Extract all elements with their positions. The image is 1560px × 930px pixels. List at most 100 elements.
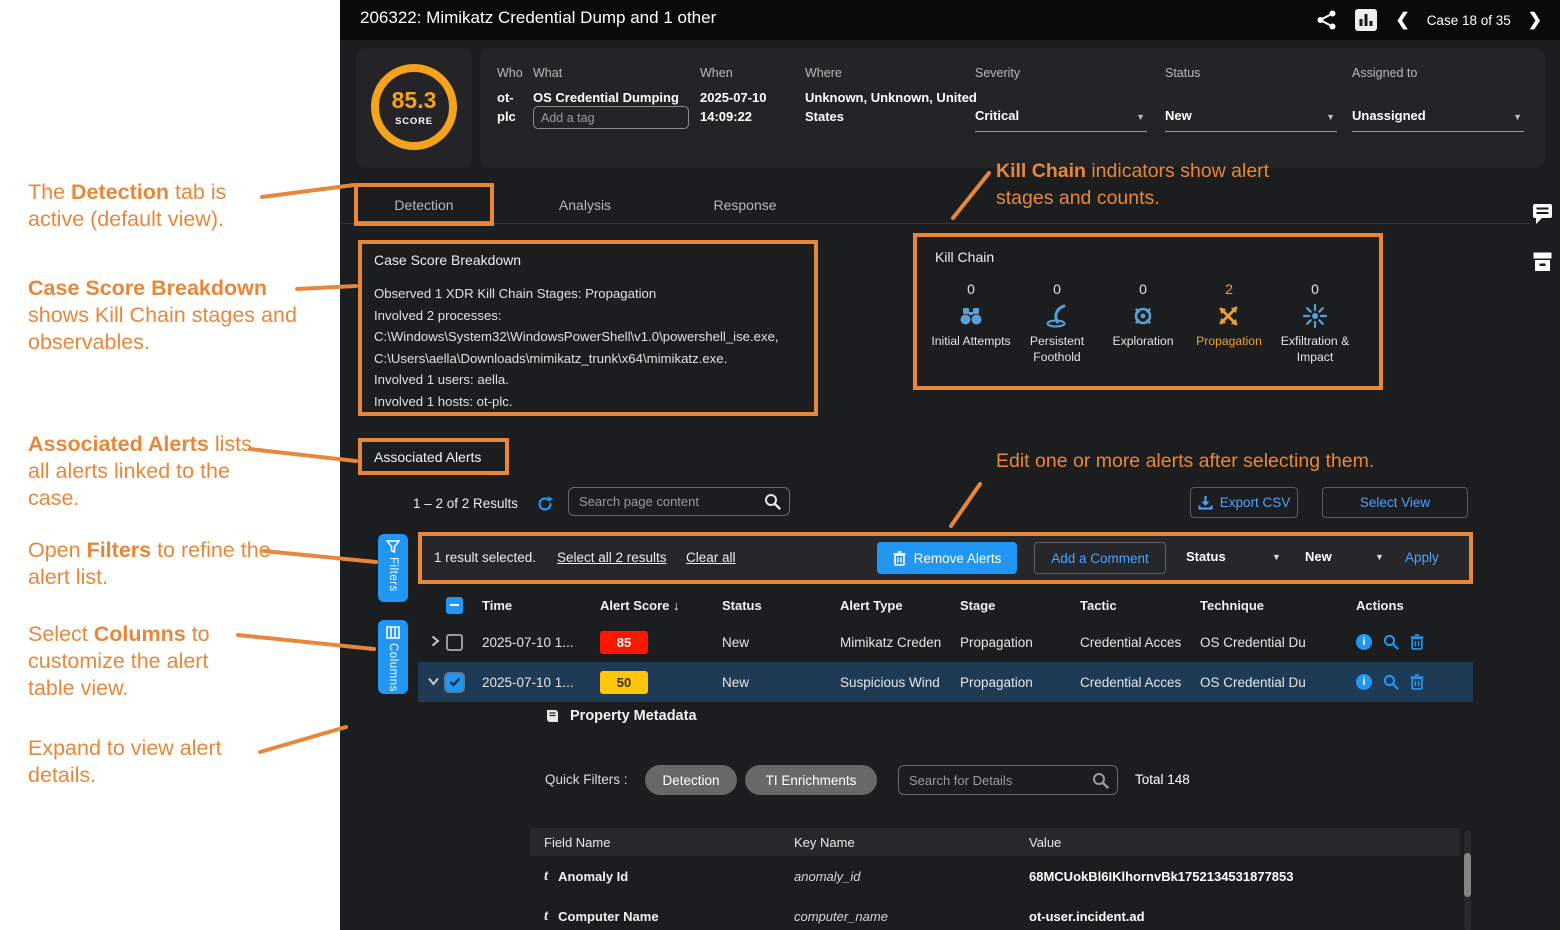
search-icon[interactable] <box>1092 772 1109 789</box>
col-tactic[interactable]: Tactic <box>1080 597 1117 613</box>
breakdown-line: Involved 2 processes: <box>374 307 502 323</box>
note-columns: Select Columns to customize the alert ta… <box>28 622 210 700</box>
alert-status: New <box>722 674 750 690</box>
metadata-row[interactable]: t Computer Name computer_name ot-user.inc… <box>544 907 1145 924</box>
col-technique[interactable]: Technique <box>1200 597 1265 613</box>
status-dropdown[interactable]: New ▼ <box>1165 106 1337 132</box>
selection-bar: 1 result selected. Select all 2 results … <box>418 532 1473 584</box>
row-checkbox[interactable] <box>446 633 463 651</box>
next-case-icon[interactable]: ❯ <box>1527 10 1542 29</box>
add-tag-input[interactable] <box>533 106 689 129</box>
select-all-checkbox[interactable] <box>446 596 463 614</box>
tab-analysis[interactable]: Analysis <box>558 197 612 213</box>
breakdown-line: C:\Windows\System32\WindowsPowerShell\v1… <box>374 329 779 344</box>
case-detail-view: 206322: Mimikatz Credential Dump and 1 o… <box>340 0 1560 930</box>
field-type-icon: t <box>544 867 549 884</box>
columns-button[interactable]: Columns <box>378 620 408 694</box>
archive-icon[interactable] <box>1531 250 1554 274</box>
case-summary-card: Who ot-plc What OS Credential Dumping Wh… <box>480 48 1545 168</box>
score-card: 85.3 SCORE <box>356 48 472 168</box>
col-alert-type[interactable]: Alert Type <box>840 597 903 613</box>
what-value: OS Credential Dumping <box>533 90 679 105</box>
export-csv-button[interactable]: Export CSV <box>1190 487 1298 518</box>
when-value: 2025-07-10 14:09:22 <box>700 90 767 124</box>
quick-filter-ti-enrichments[interactable]: TI Enrichments <box>745 765 877 795</box>
alert-stage: Propagation <box>960 674 1033 690</box>
magnify-icon[interactable] <box>1383 634 1399 650</box>
col-stage[interactable]: Stage <box>960 597 996 613</box>
crossed-arrows-icon <box>1186 302 1272 330</box>
case-pagination: Case 18 of 35 <box>1426 12 1511 28</box>
col-key-name: Key Name <box>794 834 855 850</box>
assigned-dropdown[interactable]: Unassigned ▼ <box>1352 106 1524 132</box>
severity-dropdown[interactable]: Critical ▼ <box>975 106 1147 132</box>
tab-detection[interactable]: Detection <box>394 197 454 213</box>
trash-icon[interactable] <box>1410 674 1424 690</box>
search-icon[interactable] <box>764 493 781 510</box>
alerts-table: Time Alert Score ↓ Status Alert Type Sta… <box>418 588 1473 702</box>
annotation-box-associated-alerts: Associated Alerts <box>358 438 509 475</box>
chevron-down-icon[interactable] <box>426 674 441 688</box>
metadata-table-header: Field Name Key Name Value <box>530 828 1460 856</box>
clear-all-link[interactable]: Clear all <box>686 550 736 565</box>
col-alert-score[interactable]: Alert Score ↓ <box>600 597 680 613</box>
case-score-label: SCORE <box>395 116 433 127</box>
binoculars-icon <box>928 302 1014 330</box>
remove-alerts-button[interactable]: Remove Alerts <box>877 542 1017 574</box>
kill-chain-panel: Kill Chain 0 Initial Attempts 0 <box>913 233 1383 390</box>
note-detection-tab: The Detection tab is active (default vie… <box>28 180 227 231</box>
who-value: ot-plc <box>497 90 516 124</box>
page-search-input[interactable] <box>569 488 789 515</box>
metadata-row[interactable]: t Anomaly Id anomaly_id 68MCUokBl6IKlhorn… <box>544 867 1294 884</box>
selection-count: 1 result selected. <box>434 550 537 565</box>
note-kill-chain: Kill Chain indicators show alert stages … <box>996 160 1270 209</box>
col-field-name: Field Name <box>544 834 611 850</box>
field-type-icon: t <box>544 907 549 924</box>
trash-icon[interactable] <box>1410 634 1424 650</box>
score-ring: 85.3 SCORE <box>371 64 457 150</box>
tab-response[interactable]: Response <box>713 197 777 213</box>
kill-chain-stage-propagation: 2 Propagation <box>1186 281 1272 365</box>
bulk-value-dropdown[interactable]: New <box>1305 549 1332 564</box>
quick-filter-detection[interactable]: Detection <box>645 765 737 795</box>
case-score-value: 85.3 <box>391 87 437 113</box>
prev-case-icon[interactable]: ❮ <box>1395 10 1410 29</box>
bulk-field-dropdown[interactable]: Status <box>1186 549 1226 564</box>
alert-row-selected[interactable]: 2025-07-10 1... 50 New Suspicious Wind P… <box>418 662 1473 702</box>
alert-technique: OS Credential Du <box>1200 634 1306 650</box>
property-metadata-header: Property Metadata <box>545 708 697 724</box>
magnify-icon[interactable] <box>1383 674 1399 690</box>
breakdown-line: C:\Users\aella\Downloads\mimikatz_trunk\… <box>374 350 728 366</box>
note-expand: Expand to view alert details. <box>28 736 222 787</box>
top-bar: 206322: Mimikatz Credential Dump and 1 o… <box>340 0 1560 40</box>
refresh-icon[interactable] <box>536 495 554 513</box>
col-status[interactable]: Status <box>722 597 762 613</box>
scrollbar-thumb[interactable] <box>1464 853 1471 897</box>
details-search-input[interactable] <box>899 766 1117 794</box>
associated-alerts-title: Associated Alerts <box>374 448 482 465</box>
apply-button[interactable]: Apply <box>1405 550 1439 565</box>
note-case-score: Case Score Breakdown shows Kill Chain st… <box>28 276 297 354</box>
add-comment-button[interactable]: Add a Comment <box>1034 542 1166 574</box>
row-checkbox-checked[interactable] <box>446 673 463 691</box>
share-icon[interactable] <box>1316 9 1337 31</box>
select-all-link[interactable]: Select all 2 results <box>557 550 667 565</box>
col-time[interactable]: Time <box>482 597 513 613</box>
status-label: Status <box>1165 66 1201 80</box>
alert-time: 2025-07-10 1... <box>482 674 574 690</box>
trash-icon <box>893 550 906 566</box>
info-icon[interactable]: i <box>1356 634 1372 650</box>
note-filters: Open Filters to refine the alert list. <box>28 538 271 589</box>
chevron-right-icon[interactable] <box>428 634 442 648</box>
comment-icon[interactable] <box>1531 202 1554 226</box>
alert-row[interactable]: 2025-07-10 1... 85 New Mimikatz Creden P… <box>418 622 1473 662</box>
foothold-icon <box>1014 302 1100 330</box>
info-icon[interactable]: i <box>1356 674 1372 690</box>
alert-score-badge: 85 <box>600 630 648 654</box>
alert-type: Suspicious Wind <box>840 674 940 690</box>
chart-icon[interactable] <box>1354 8 1378 32</box>
filters-button[interactable]: Filters <box>378 534 408 602</box>
alert-technique: OS Credential Du <box>1200 674 1306 690</box>
target-icon <box>1100 302 1186 330</box>
select-view-button[interactable]: Select View <box>1322 487 1468 518</box>
